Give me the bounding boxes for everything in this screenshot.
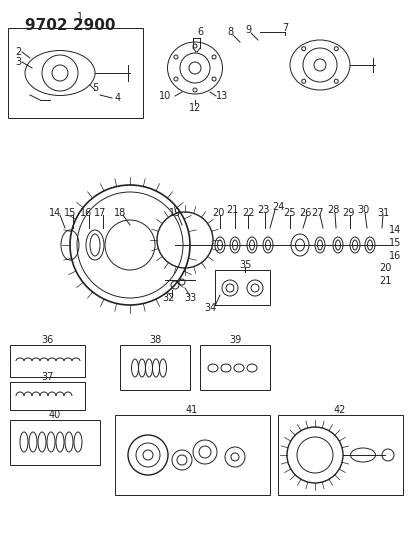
Text: 26: 26 [299, 208, 311, 218]
Text: 33: 33 [184, 293, 196, 303]
Text: 3: 3 [15, 57, 21, 67]
Bar [10, 420, 100, 465]
Text: 9: 9 [245, 25, 251, 35]
Text: 23: 23 [257, 205, 269, 215]
Text: 21: 21 [226, 205, 238, 215]
Text: 36: 36 [41, 335, 53, 345]
Text: 16: 16 [80, 208, 92, 218]
Text: 28: 28 [327, 205, 339, 215]
Text: 21: 21 [379, 276, 391, 286]
Bar [120, 345, 190, 390]
Text: 17: 17 [94, 208, 106, 218]
Text: 1: 1 [77, 12, 83, 22]
Bar [8, 28, 143, 118]
Text: 42: 42 [334, 405, 346, 415]
Text: 14: 14 [389, 225, 401, 235]
Text: 10: 10 [159, 91, 171, 101]
Text: 31: 31 [377, 208, 389, 218]
Text: 7: 7 [282, 23, 288, 33]
Text: 6: 6 [197, 27, 203, 37]
Bar [10, 382, 85, 410]
Text: 25: 25 [284, 208, 296, 218]
Bar [200, 345, 270, 390]
Text: 35: 35 [239, 260, 251, 270]
Text: 13: 13 [216, 91, 228, 101]
Text: 37: 37 [41, 372, 53, 382]
Text: 22: 22 [242, 208, 254, 218]
Text: 29: 29 [342, 208, 354, 218]
Text: 40: 40 [49, 410, 61, 420]
Bar [278, 415, 403, 495]
Text: 27: 27 [312, 208, 324, 218]
Text: 32: 32 [162, 293, 174, 303]
Text: 34: 34 [204, 303, 216, 313]
Text: 2: 2 [15, 47, 21, 57]
Text: 15: 15 [389, 238, 401, 248]
Text: 20: 20 [212, 208, 224, 218]
Text: 5: 5 [92, 83, 98, 93]
Text: 4: 4 [115, 93, 121, 103]
Text: 9702 2900: 9702 2900 [25, 18, 115, 33]
Bar [215, 270, 270, 305]
Text: 24: 24 [272, 202, 284, 212]
Text: 18: 18 [114, 208, 126, 218]
Text: 38: 38 [149, 335, 161, 345]
Text: 39: 39 [229, 335, 241, 345]
Text: 8: 8 [227, 27, 233, 37]
Text: 14: 14 [49, 208, 61, 218]
Bar [10, 345, 85, 377]
Text: 15: 15 [64, 208, 76, 218]
Bar [115, 415, 270, 495]
Text: 12: 12 [189, 103, 201, 113]
Text: 19: 19 [169, 208, 181, 218]
Text: 30: 30 [357, 205, 369, 215]
Text: 16: 16 [389, 251, 401, 261]
Text: 41: 41 [186, 405, 198, 415]
Text: 20: 20 [379, 263, 391, 273]
